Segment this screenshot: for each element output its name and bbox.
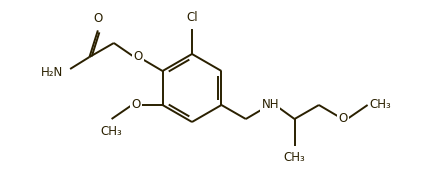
Text: O: O xyxy=(131,98,141,111)
Text: Cl: Cl xyxy=(186,11,198,24)
Text: O: O xyxy=(134,50,143,63)
Text: H₂N: H₂N xyxy=(41,67,63,80)
Text: O: O xyxy=(93,12,102,25)
Text: CH₃: CH₃ xyxy=(284,151,306,164)
Text: O: O xyxy=(339,113,348,126)
Text: CH₃: CH₃ xyxy=(101,125,123,138)
Text: NH: NH xyxy=(262,98,279,111)
Text: CH₃: CH₃ xyxy=(370,98,391,111)
